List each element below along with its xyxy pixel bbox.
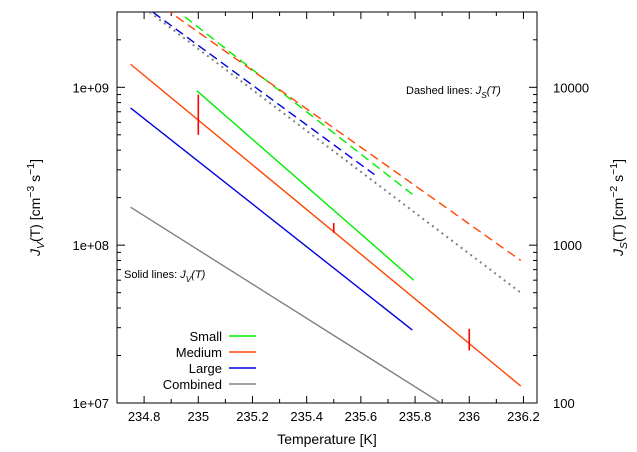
series-line-combined-solid [130, 206, 442, 403]
y-right-tick-label: 1000 [553, 238, 582, 253]
y-axis-label-right: JS(T) [cm−2 s−1] [608, 159, 630, 257]
plot-frame [116, 11, 538, 404]
y-left-tick-label: 1e+09 [72, 80, 109, 95]
x-axis-label: Temperature [K] [277, 431, 377, 447]
series-line-small-solid [196, 90, 415, 281]
x-tick-label: 235 [187, 409, 209, 424]
annotation-dashed: Dashed lines: JS(T) [406, 85, 501, 100]
x-tick-label: 234.8 [128, 409, 161, 424]
x-tick-label: 235.6 [345, 409, 378, 424]
series-line-combined-dotted [147, 12, 522, 294]
series-line-small-dashed [184, 16, 413, 195]
series-line-large-dashed [151, 12, 375, 176]
annotation-solid: Solid lines: JV(T) [124, 269, 206, 284]
legend-label: Combined [163, 377, 222, 392]
legend-label: Large [189, 361, 222, 376]
legend-label: Small [189, 329, 222, 344]
x-tick-label: 235.4 [290, 409, 323, 424]
x-tick-label: 236 [458, 409, 480, 424]
y-left-tick-label: 1e+08 [72, 238, 109, 253]
series-line-large-solid [130, 107, 413, 331]
y-left-tick-label: 1e+07 [72, 396, 109, 411]
x-tick-label: 235.8 [399, 409, 432, 424]
x-tick-label: 235.2 [236, 409, 269, 424]
series-line-medium-dashed [168, 12, 522, 262]
y-right-tick-label: 100 [553, 396, 575, 411]
series-line-medium-solid [130, 63, 522, 387]
legend-label: Medium [176, 345, 222, 360]
y-axis-label-left: JV(T) [cm−3 s−1] [25, 159, 47, 257]
y-right-tick-label: 10000 [553, 80, 589, 95]
plot-area [130, 12, 522, 403]
x-tick-label: 236.2 [507, 409, 540, 424]
